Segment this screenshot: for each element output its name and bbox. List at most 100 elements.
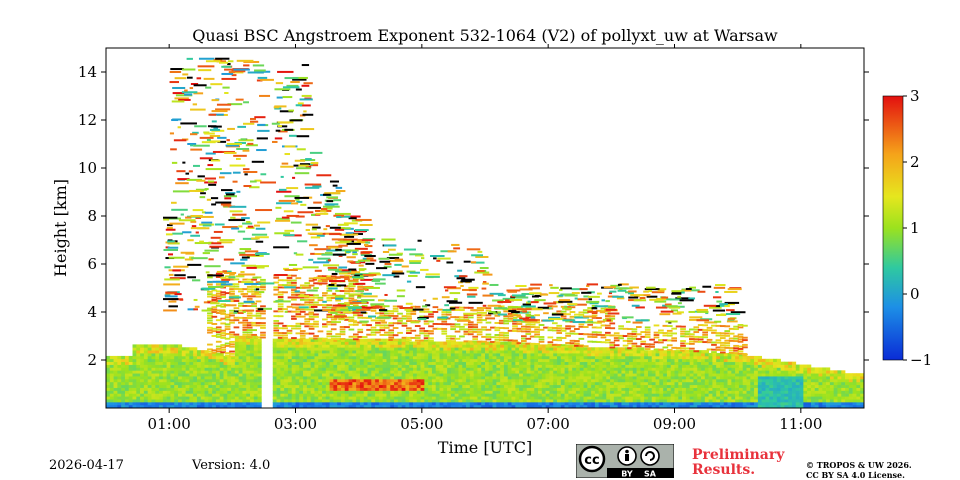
heatmap-cell [602,393,607,397]
heatmap-cell [310,384,315,388]
heatmap-cell [519,381,524,386]
heatmap-cell [450,328,456,331]
heatmap-cell [526,358,531,363]
heatmap-cell [420,350,425,354]
heatmap-cell [363,350,368,354]
heatmap-cell [397,370,402,374]
heatmap-cell [390,358,395,363]
heatmap-cell [204,399,209,403]
heatmap-cell [795,404,800,408]
heatmap-cell [727,373,732,377]
heatmap-cell [382,376,387,380]
heatmap-cell [477,396,482,400]
heatmap-cell [363,361,368,365]
heatmap-cell [613,393,618,397]
heatmap-cell [394,399,399,403]
heatmap-cell [674,364,679,368]
heatmap-cell [257,390,262,394]
heatmap-cell [488,353,493,357]
heatmap-cell [841,376,846,380]
heatmap-cell [472,323,479,326]
heatmap-cell [572,355,577,360]
heatmap-cell [250,364,255,368]
heatmap-cell [357,328,364,331]
heatmap-cell [856,381,861,386]
heatmap-cell [738,402,744,406]
heatmap-cell [701,364,706,368]
heatmap-cell [757,358,762,363]
heatmap-cell [394,402,399,406]
heatmap-cell [382,361,387,365]
heatmap-cell [286,284,293,287]
heatmap-cell [568,376,573,380]
heatmap-cell [663,364,668,368]
heatmap-cell [621,381,626,386]
heatmap-cell [583,378,588,383]
heatmap-cell [174,381,179,386]
heatmap-cell [568,381,573,386]
heatmap-cell [304,294,311,297]
heatmap-cell [313,294,319,297]
heatmap-cell [388,338,395,341]
heatmap-cell [299,332,306,335]
heatmap-cell [445,335,452,338]
heatmap-cell [629,361,634,365]
heatmap-cell [845,376,850,380]
heatmap-cell [462,378,467,383]
heatmap-cell [159,396,164,400]
heatmap-cell [340,353,346,357]
heatmap-cell [304,325,311,328]
heatmap-cell [344,367,349,371]
heatmap-cell [492,364,497,368]
heatmap-cell [242,364,247,368]
heatmap-cell [348,309,355,312]
heatmap-cell [280,355,285,360]
heatmap-cell [132,364,137,368]
heatmap-cell [704,393,709,397]
heatmap-cell [765,402,770,406]
heatmap-cell [348,387,353,391]
heatmap-cell [538,358,543,363]
heatmap-cell [530,399,535,403]
heatmap-cell [459,316,465,319]
heatmap-cell [272,364,277,368]
heatmap-cell [625,350,630,354]
heatmap-cell [322,378,327,383]
heatmap-cell [674,402,679,406]
heatmap-cell [435,358,440,363]
heatmap-cell [682,396,687,400]
heatmap-cell [220,296,227,299]
heatmap-cell [151,396,156,400]
heatmap-cell [178,344,183,348]
heatmap-cell [286,332,293,335]
heatmap-cell [674,404,679,408]
heatmap-cell [522,367,528,371]
heatmap-cell [791,361,797,365]
heatmap-cell [272,370,277,374]
heatmap-cell [485,396,490,400]
heatmap-cell [826,390,831,394]
heatmap-cell [663,390,668,394]
heatmap-cell [663,381,668,386]
heatmap-cell [284,384,289,388]
heatmap-cell [227,384,232,388]
heatmap-cell [553,355,558,360]
heatmap-cell [211,327,218,330]
heatmap-cell [390,404,395,408]
heatmap-cell [435,402,440,406]
heatmap-cell [481,311,487,314]
heatmap-cell [549,344,554,348]
heatmap-cell [826,373,831,377]
heatmap-cell [257,387,262,391]
heatmap-cell [435,404,440,408]
heatmap-cell [473,396,478,400]
heatmap-cell [363,387,368,391]
heatmap-cell [569,311,576,313]
heatmap-cell [423,322,430,325]
heatmap-cell [538,373,543,377]
heatmap-cell [405,404,410,408]
heatmap-cell [322,402,327,406]
heatmap-cell [284,367,289,371]
heatmap-cell [352,323,359,326]
heatmap-cell [143,384,149,388]
